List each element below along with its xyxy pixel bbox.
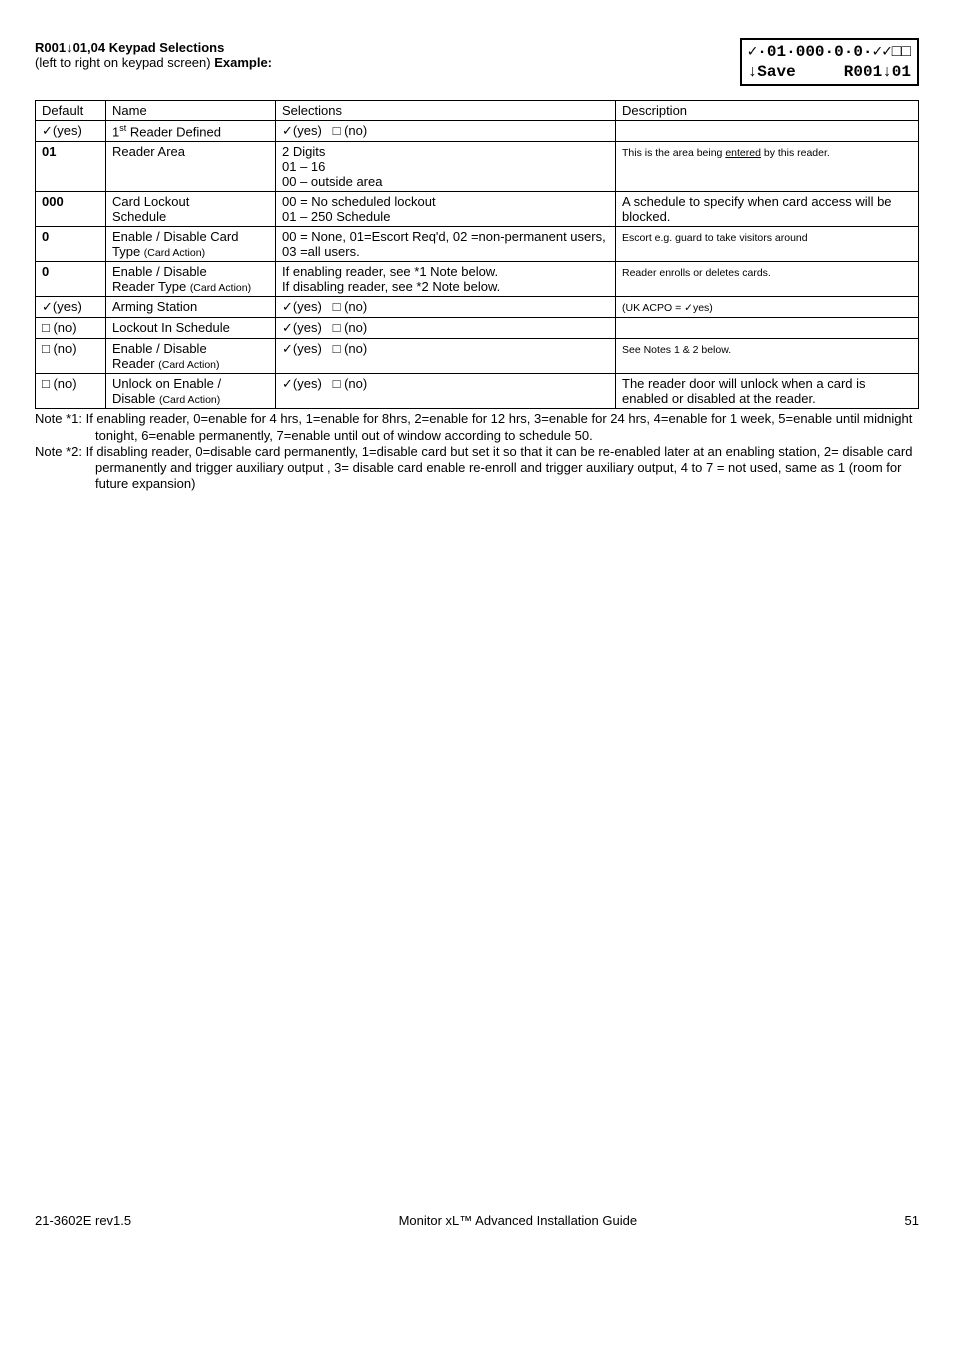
cell-selections: ✓(yes) □ (no) bbox=[276, 339, 616, 374]
notes-block: Note *1: If enabling reader, 0=enable fo… bbox=[35, 411, 919, 492]
footer-right: 51 bbox=[905, 1213, 919, 1228]
cell-description: This is the area being entered by this r… bbox=[616, 142, 919, 192]
lcd-row-2: ↓Save R001↓01 bbox=[748, 62, 911, 82]
table-row: ✓(yes)Arming Station✓(yes) □ (no)(UK ACP… bbox=[36, 297, 919, 318]
table-row: 01Reader Area2 Digits01 – 1600 – outside… bbox=[36, 142, 919, 192]
table-row: □ (no)Enable / DisableReader (Card Actio… bbox=[36, 339, 919, 374]
cell-selections: ✓(yes) □ (no) bbox=[276, 297, 616, 318]
cell-selections: If enabling reader, see *1 Note below.If… bbox=[276, 262, 616, 297]
th-default: Default bbox=[36, 101, 106, 121]
table-header-row: Default Name Selections Description bbox=[36, 101, 919, 121]
table-head: Default Name Selections Description bbox=[36, 101, 919, 121]
cell-selections: ✓(yes) □ (no) bbox=[276, 121, 616, 142]
cell-description: Reader enrolls or deletes cards. bbox=[616, 262, 919, 297]
table-row: 0Enable / DisableReader Type (Card Actio… bbox=[36, 262, 919, 297]
cell-default: ✓(yes) bbox=[36, 297, 106, 318]
subtitle-bold: Example: bbox=[214, 55, 272, 70]
table-row: 000Card LockoutSchedule00 = No scheduled… bbox=[36, 192, 919, 227]
cell-default: □ (no) bbox=[36, 339, 106, 374]
cell-selections: ✓(yes) □ (no) bbox=[276, 374, 616, 409]
cell-name: Enable / DisableReader Type (Card Action… bbox=[106, 262, 276, 297]
cell-default: 0 bbox=[36, 262, 106, 297]
table-row: 0Enable / Disable CardType (Card Action)… bbox=[36, 227, 919, 262]
table-body: ✓(yes)1st Reader Defined✓(yes) □ (no)01R… bbox=[36, 121, 919, 409]
cell-description: A schedule to specify when card access w… bbox=[616, 192, 919, 227]
page-footer: 21-3602E rev1.5 Monitor xL™ Advanced Ins… bbox=[35, 1213, 919, 1228]
cell-default: 000 bbox=[36, 192, 106, 227]
cell-name: Arming Station bbox=[106, 297, 276, 318]
lcd-row2-left: ↓Save bbox=[748, 62, 796, 82]
heading-row: R001↓01,04 Keypad Selections (left to ri… bbox=[35, 40, 919, 86]
cell-default: 01 bbox=[36, 142, 106, 192]
cell-description bbox=[616, 318, 919, 339]
cell-description: Escort e.g. guard to take visitors aroun… bbox=[616, 227, 919, 262]
footer-center: Monitor xL™ Advanced Installation Guide bbox=[399, 1213, 637, 1228]
selections-table: Default Name Selections Description ✓(ye… bbox=[35, 100, 919, 409]
cell-description: (UK ACPO = ✓yes) bbox=[616, 297, 919, 318]
cell-default: □ (no) bbox=[36, 318, 106, 339]
cell-default: ✓(yes) bbox=[36, 121, 106, 142]
th-name: Name bbox=[106, 101, 276, 121]
lcd-row1-text: ✓·01·000·0·0·✓✓□□ bbox=[748, 42, 911, 62]
note-1: Note *1: If enabling reader, 0=enable fo… bbox=[35, 411, 919, 444]
footer-left: 21-3602E rev1.5 bbox=[35, 1213, 131, 1228]
heading-title: R001↓01,04 Keypad Selections bbox=[35, 40, 738, 55]
heading-subtitle: (left to right on keypad screen) Example… bbox=[35, 55, 738, 70]
cell-name: Enable / DisableReader (Card Action) bbox=[106, 339, 276, 374]
cell-name: 1st Reader Defined bbox=[106, 121, 276, 142]
cell-selections: 00 = None, 01=Escort Req'd, 02 =non-perm… bbox=[276, 227, 616, 262]
note-2: Note *2: If disabling reader, 0=disable … bbox=[35, 444, 919, 493]
subtitle-prefix: (left to right on keypad screen) bbox=[35, 55, 214, 70]
cell-selections: ✓(yes) □ (no) bbox=[276, 318, 616, 339]
cell-name: Reader Area bbox=[106, 142, 276, 192]
cell-description: The reader door will unlock when a card … bbox=[616, 374, 919, 409]
th-description: Description bbox=[616, 101, 919, 121]
table-row: □ (no)Lockout In Schedule✓(yes) □ (no) bbox=[36, 318, 919, 339]
cell-description: See Notes 1 & 2 below. bbox=[616, 339, 919, 374]
lcd-box: ✓·01·000·0·0·✓✓□□ ↓Save R001↓01 bbox=[740, 38, 919, 86]
lcd-row-1: ✓·01·000·0·0·✓✓□□ bbox=[748, 42, 911, 62]
lcd-row2-right: R001↓01 bbox=[844, 62, 911, 82]
cell-name: Lockout In Schedule bbox=[106, 318, 276, 339]
cell-name: Enable / Disable CardType (Card Action) bbox=[106, 227, 276, 262]
title-prefix: R001 bbox=[35, 40, 66, 55]
cell-selections: 00 = No scheduled lockout01 – 250 Schedu… bbox=[276, 192, 616, 227]
cell-name: Unlock on Enable /Disable (Card Action) bbox=[106, 374, 276, 409]
title-suffix: 01,04 Keypad Selections bbox=[73, 40, 225, 55]
cell-default: □ (no) bbox=[36, 374, 106, 409]
th-selections: Selections bbox=[276, 101, 616, 121]
cell-name: Card LockoutSchedule bbox=[106, 192, 276, 227]
cell-default: 0 bbox=[36, 227, 106, 262]
cell-description bbox=[616, 121, 919, 142]
table-row: □ (no)Unlock on Enable /Disable (Card Ac… bbox=[36, 374, 919, 409]
table-row: ✓(yes)1st Reader Defined✓(yes) □ (no) bbox=[36, 121, 919, 142]
cell-selections: 2 Digits01 – 1600 – outside area bbox=[276, 142, 616, 192]
heading-left: R001↓01,04 Keypad Selections (left to ri… bbox=[35, 40, 738, 70]
